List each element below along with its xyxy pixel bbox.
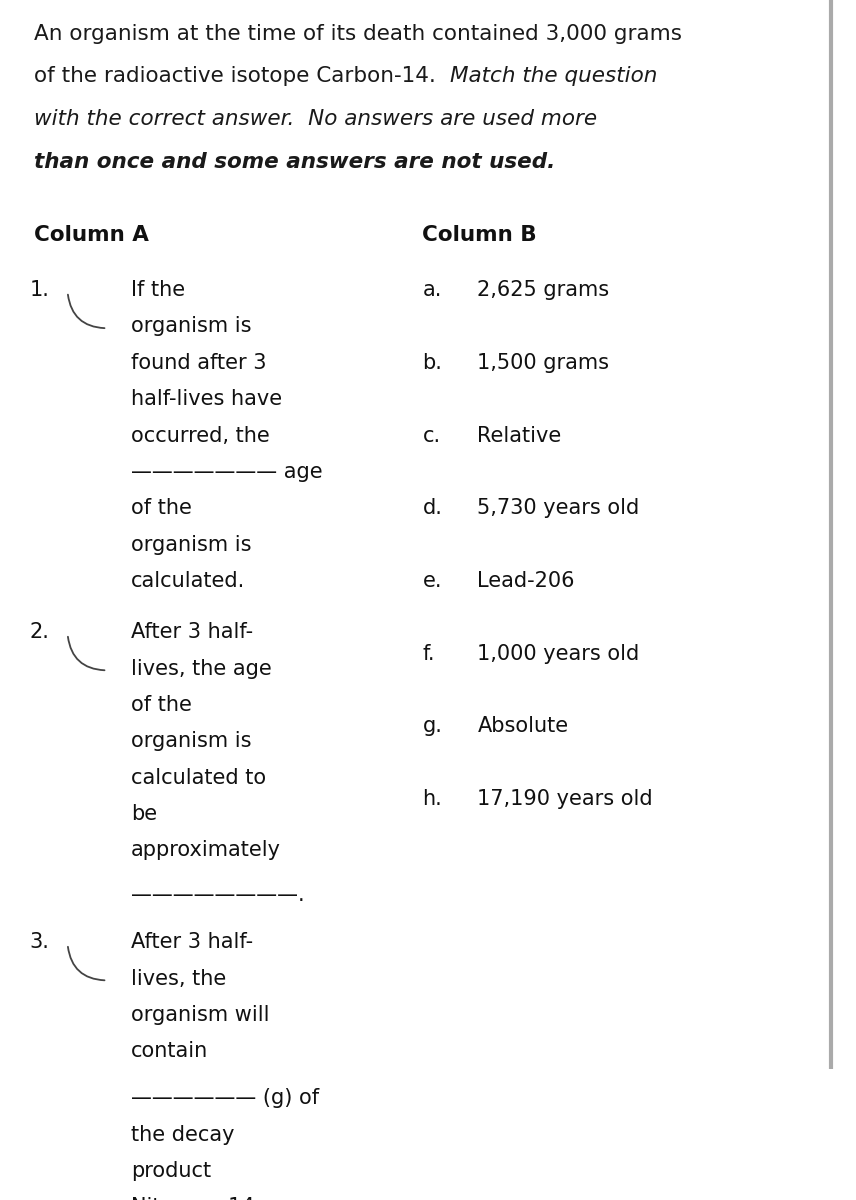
Text: Absolute: Absolute bbox=[478, 716, 568, 737]
Text: 1,000 years old: 1,000 years old bbox=[478, 643, 639, 664]
Text: found after 3: found after 3 bbox=[131, 353, 266, 373]
Text: occurred, the: occurred, the bbox=[131, 426, 270, 445]
Text: Match the question: Match the question bbox=[450, 66, 657, 86]
Text: than once and some answers are not used.: than once and some answers are not used. bbox=[33, 152, 555, 172]
Text: approximately: approximately bbox=[131, 840, 281, 860]
Text: contain: contain bbox=[131, 1042, 208, 1061]
Text: After 3 half-: After 3 half- bbox=[131, 932, 253, 953]
Text: calculated to: calculated to bbox=[131, 768, 266, 787]
Text: organism is: organism is bbox=[131, 317, 252, 336]
Text: with the correct answer.  No answers are used more: with the correct answer. No answers are … bbox=[33, 109, 597, 130]
Text: e.: e. bbox=[422, 571, 442, 590]
Text: Nitrogen-14.: Nitrogen-14. bbox=[131, 1198, 261, 1200]
Text: organism is: organism is bbox=[131, 731, 252, 751]
Text: 2,625 grams: 2,625 grams bbox=[478, 280, 609, 300]
Text: Column B: Column B bbox=[422, 224, 537, 245]
Text: half-lives have: half-lives have bbox=[131, 389, 282, 409]
Text: 3.: 3. bbox=[30, 932, 50, 953]
Text: of the: of the bbox=[131, 498, 192, 518]
Text: If the: If the bbox=[131, 280, 185, 300]
Text: 2.: 2. bbox=[30, 623, 50, 642]
Text: ————————.: ————————. bbox=[131, 886, 305, 905]
Text: be: be bbox=[131, 804, 158, 824]
Text: calculated.: calculated. bbox=[131, 571, 245, 590]
Text: After 3 half-: After 3 half- bbox=[131, 623, 253, 642]
Text: 1,500 grams: 1,500 grams bbox=[478, 353, 609, 373]
Text: f.: f. bbox=[422, 643, 435, 664]
Text: ——————— age: ——————— age bbox=[131, 462, 323, 482]
Text: a.: a. bbox=[422, 280, 442, 300]
Text: 1.: 1. bbox=[30, 280, 50, 300]
Text: lives, the: lives, the bbox=[131, 968, 226, 989]
Text: c.: c. bbox=[422, 426, 441, 445]
Text: of the: of the bbox=[131, 695, 192, 715]
Text: lives, the age: lives, the age bbox=[131, 659, 271, 678]
Text: of the radioactive isotope Carbon-14.: of the radioactive isotope Carbon-14. bbox=[33, 66, 449, 86]
Text: organism is: organism is bbox=[131, 534, 252, 554]
Text: d.: d. bbox=[422, 498, 443, 518]
Text: Lead-206: Lead-206 bbox=[478, 571, 575, 590]
Text: An organism at the time of its death contained 3,000 grams: An organism at the time of its death con… bbox=[33, 24, 681, 43]
Text: the decay: the decay bbox=[131, 1124, 235, 1145]
Text: b.: b. bbox=[422, 353, 443, 373]
Text: organism will: organism will bbox=[131, 1004, 270, 1025]
Text: Relative: Relative bbox=[478, 426, 562, 445]
Text: —————— (g) of: —————— (g) of bbox=[131, 1088, 319, 1109]
Text: h.: h. bbox=[422, 790, 443, 809]
Text: Column A: Column A bbox=[33, 224, 149, 245]
Text: 17,190 years old: 17,190 years old bbox=[478, 790, 653, 809]
Text: g.: g. bbox=[422, 716, 443, 737]
Text: 5,730 years old: 5,730 years old bbox=[478, 498, 639, 518]
Text: product: product bbox=[131, 1162, 211, 1181]
